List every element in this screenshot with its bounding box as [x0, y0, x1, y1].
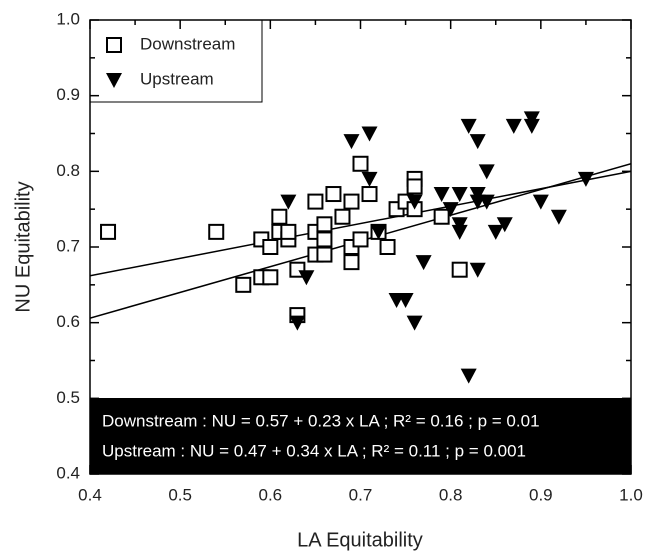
square-marker: [406, 178, 423, 195]
triangle-marker: [487, 224, 504, 240]
legend-label: Downstream: [140, 34, 235, 53]
annotation: Upstream : NU = 0.47 + 0.34 x LA ; R² = …: [102, 441, 526, 460]
x-tick-label: 0.4: [78, 485, 102, 504]
square-marker: [280, 223, 297, 240]
triangle-marker: [523, 111, 540, 127]
triangle-marker: [451, 187, 468, 203]
square-marker: [343, 254, 360, 271]
square-marker: [316, 231, 333, 248]
triangle-marker: [406, 315, 423, 331]
x-tick-label: 0.5: [168, 485, 192, 504]
triangle-marker: [397, 292, 414, 308]
square-marker: [262, 239, 279, 255]
y-tick-label: 0.8: [56, 161, 80, 180]
square-marker: [451, 261, 468, 278]
square-marker: [235, 276, 252, 293]
x-tick-label: 1.0: [619, 485, 643, 504]
y-tick-label: 0.6: [56, 312, 80, 331]
triangle-marker: [469, 262, 486, 278]
triangle-marker: [550, 209, 567, 225]
square-marker: [352, 231, 369, 248]
x-tick-label: 0.7: [349, 485, 373, 504]
plot-frame: [89, 19, 632, 475]
triangle-marker: [415, 255, 432, 271]
square-marker: [433, 208, 450, 225]
triangle-marker: [442, 202, 459, 218]
square-marker: [316, 246, 333, 263]
y-tick-label: 0.4: [56, 463, 80, 482]
square-marker: [271, 208, 288, 225]
triangle-marker: [298, 270, 315, 286]
triangle-marker: [577, 171, 594, 187]
square-marker: [352, 155, 369, 172]
x-axis-label: LA Equitability: [297, 529, 423, 551]
y-tick-label: 0.9: [56, 85, 80, 104]
y-tick-label: 0.5: [56, 388, 80, 407]
triangle-marker: [523, 118, 540, 134]
triangle-marker: [451, 217, 468, 233]
triangle-marker: [532, 194, 549, 210]
triangle-marker: [478, 164, 495, 180]
triangle-marker: [361, 171, 378, 187]
square-marker: [379, 239, 396, 255]
triangle-marker: [469, 187, 486, 203]
legend-label: Upstream: [140, 69, 214, 88]
triangle-marker: [469, 194, 486, 210]
square-marker: [361, 186, 378, 203]
x-tick-label: 0.6: [259, 485, 283, 504]
square-marker: [208, 223, 225, 240]
square-marker: [316, 216, 333, 233]
triangle-marker: [289, 315, 306, 331]
square-marker: [307, 193, 324, 210]
triangle-marker: [460, 118, 477, 134]
y-axis-label: NU Equitability: [12, 181, 34, 312]
annotation: Downstream : NU = 0.57 + 0.23 x LA ; R² …: [102, 411, 540, 430]
x-tick-label: 0.8: [439, 485, 463, 504]
triangle-marker: [433, 187, 450, 203]
y-tick-label: 0.7: [56, 236, 80, 255]
square-marker: [325, 186, 342, 203]
legend-marker: [106, 73, 122, 88]
legend-box: [89, 19, 263, 103]
square-marker: [100, 223, 117, 240]
triangle-marker: [280, 194, 297, 210]
square-marker: [334, 208, 351, 225]
annotation-box: [90, 398, 631, 474]
triangle-marker: [343, 134, 360, 150]
triangle-marker: [406, 194, 423, 210]
triangle-marker: [451, 224, 468, 240]
triangle-marker: [496, 217, 513, 233]
triangle-marker: [505, 118, 522, 134]
triangle-marker: [370, 224, 387, 240]
square-marker: [343, 193, 360, 210]
triangle-marker: [361, 126, 378, 142]
y-tick-label: 1.0: [56, 9, 80, 28]
legend-marker: [106, 37, 122, 53]
triangle-marker: [460, 368, 477, 384]
square-marker: [262, 269, 279, 286]
x-tick-label: 0.9: [529, 485, 553, 504]
triangle-marker: [469, 134, 486, 150]
